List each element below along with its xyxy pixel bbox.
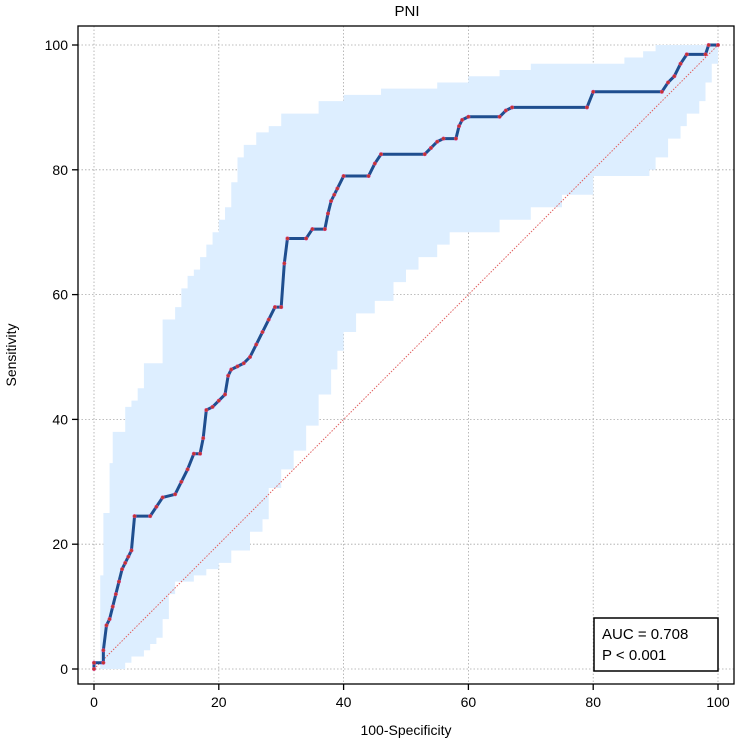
roc-point [204, 407, 209, 413]
y-tick-label: 0 [60, 661, 68, 677]
roc-point [113, 592, 118, 597]
x-tick-label: 0 [90, 694, 98, 710]
roc-point [372, 161, 377, 166]
roc-point [310, 227, 315, 232]
roc-point [254, 342, 259, 347]
roc-point [247, 354, 253, 360]
roc-point [110, 604, 115, 609]
roc-point [272, 305, 278, 310]
roc-point [591, 89, 596, 94]
roc-point [428, 145, 434, 151]
roc-point [715, 42, 721, 48]
roc-point [584, 105, 590, 110]
y-tick-label: 40 [52, 411, 68, 427]
roc-point [91, 660, 97, 665]
roc-point [154, 504, 159, 509]
roc-point [101, 660, 106, 665]
roc-point [222, 392, 228, 397]
roc-point [104, 623, 109, 628]
roc-point [123, 560, 128, 565]
legend-frame [593, 617, 719, 672]
roc-point [229, 367, 234, 372]
roc-point [191, 451, 196, 456]
roc-point [266, 317, 271, 322]
axes: 0 20 40 60 80 100 0 20 40 60 80 100 [45, 37, 730, 710]
roc-point [706, 42, 711, 48]
roc-point [185, 467, 190, 472]
roc-point [453, 136, 458, 141]
roc-point [226, 373, 231, 378]
roc-point [241, 361, 246, 366]
y-tick-label: 100 [45, 37, 69, 53]
roc-point [235, 364, 240, 369]
roc-point [120, 567, 125, 572]
roc-point [285, 236, 290, 241]
p-value: P < 0.001 [602, 647, 666, 664]
x-axis-title: 100-Specificity [360, 722, 451, 738]
roc-point [260, 329, 265, 335]
y-tick-label: 20 [52, 536, 68, 552]
roc-point [132, 514, 137, 519]
roc-point [216, 398, 221, 403]
roc-point [198, 451, 203, 456]
roc-point [148, 514, 153, 519]
roc-point [341, 173, 346, 179]
roc-point [503, 108, 508, 113]
roc-point [456, 124, 462, 129]
roc-point [510, 105, 515, 110]
roc-point [329, 198, 334, 204]
roc-point [435, 139, 440, 144]
plot-frame [77, 25, 735, 685]
auc-legend-box: AUC = 0.708 P < 0.001 [593, 617, 719, 672]
roc-point [101, 648, 106, 653]
roc-point [304, 236, 309, 241]
roc-point [107, 617, 112, 622]
roc-point [126, 554, 131, 559]
auc-value: AUC = 0.708 [602, 626, 688, 643]
roc-point [91, 666, 97, 672]
chart-title: PNI [394, 3, 419, 20]
roc-point [366, 173, 371, 179]
roc-point [672, 74, 677, 79]
roc-point [666, 80, 671, 85]
roc-point [659, 89, 664, 94]
roc-point [210, 404, 215, 409]
roc-point [129, 548, 134, 553]
roc-point [378, 152, 384, 157]
confidence-band [94, 45, 718, 669]
roc-point [160, 495, 165, 500]
roc-point [441, 136, 446, 141]
x-tick-label: 20 [211, 694, 227, 710]
roc-point [703, 52, 708, 57]
roc-point [173, 492, 178, 497]
roc-point [201, 436, 206, 441]
y-axis-title: Sensitivity [3, 323, 19, 386]
y-tick-label: 80 [52, 162, 68, 178]
x-tick-label: 100 [706, 694, 730, 710]
y-tick-label: 60 [52, 287, 68, 303]
roc-points [91, 42, 721, 672]
roc-point [279, 305, 284, 310]
roc-point [422, 152, 427, 157]
roc-point [466, 114, 471, 119]
roc-point [322, 227, 327, 232]
roc-point [684, 52, 689, 57]
roc-point [335, 186, 340, 191]
reference-diagonal-line [93, 44, 719, 670]
x-tick-label: 80 [585, 694, 601, 710]
roc-point [497, 114, 502, 119]
roc-point [460, 117, 465, 122]
roc-point [332, 192, 337, 197]
roc-point [325, 211, 331, 216]
roc-point [282, 261, 287, 266]
x-tick-label: 40 [336, 694, 352, 710]
roc-point [179, 479, 184, 484]
roc-point [116, 579, 122, 584]
roc-point [678, 61, 683, 66]
x-tick-label: 60 [461, 694, 477, 710]
